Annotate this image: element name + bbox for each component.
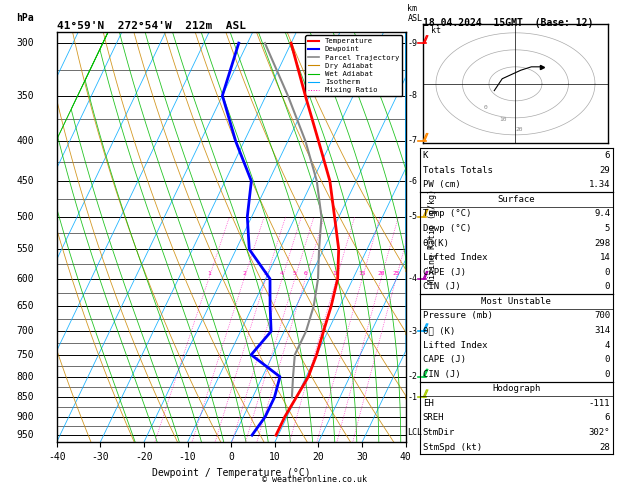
Text: 0: 0 xyxy=(604,282,610,291)
Text: 0: 0 xyxy=(604,268,610,277)
Text: 14: 14 xyxy=(599,253,610,262)
Text: 5: 5 xyxy=(293,271,297,277)
Text: Mixing Ratio (g/kg): Mixing Ratio (g/kg) xyxy=(428,190,437,284)
Text: 28: 28 xyxy=(599,443,610,451)
X-axis label: Dewpoint / Temperature (°C): Dewpoint / Temperature (°C) xyxy=(152,468,311,478)
Text: LCL: LCL xyxy=(408,428,423,437)
Text: 20: 20 xyxy=(516,127,523,133)
Text: 750: 750 xyxy=(16,350,34,360)
Text: -2: -2 xyxy=(408,372,418,381)
Text: Surface: Surface xyxy=(498,195,535,204)
Text: 1.34: 1.34 xyxy=(589,180,610,189)
Text: K: K xyxy=(423,151,428,160)
Text: -4: -4 xyxy=(408,275,418,283)
Text: -7: -7 xyxy=(408,137,418,145)
Text: CIN (J): CIN (J) xyxy=(423,282,460,291)
Text: Totals Totals: Totals Totals xyxy=(423,166,493,174)
Text: 650: 650 xyxy=(16,301,34,311)
Text: Lifted Index: Lifted Index xyxy=(423,253,487,262)
Text: Lifted Index: Lifted Index xyxy=(423,341,487,349)
Text: CAPE (J): CAPE (J) xyxy=(423,355,465,364)
Text: 4: 4 xyxy=(604,341,610,349)
Text: Temp (°C): Temp (°C) xyxy=(423,209,471,218)
Text: 302°: 302° xyxy=(589,428,610,437)
Text: 10: 10 xyxy=(499,117,507,122)
Text: 29: 29 xyxy=(599,166,610,174)
Text: 5: 5 xyxy=(604,224,610,233)
Text: 10: 10 xyxy=(333,271,340,277)
Text: CAPE (J): CAPE (J) xyxy=(423,268,465,277)
Text: 550: 550 xyxy=(16,244,34,254)
Text: hPa: hPa xyxy=(16,14,34,23)
Text: 2: 2 xyxy=(242,271,246,277)
Text: -3: -3 xyxy=(408,327,418,336)
Text: 1: 1 xyxy=(207,271,211,277)
Text: -8: -8 xyxy=(408,91,418,100)
Text: -5: -5 xyxy=(408,212,418,221)
Text: 500: 500 xyxy=(16,212,34,222)
Text: EH: EH xyxy=(423,399,433,408)
Text: 4: 4 xyxy=(280,271,284,277)
Text: 6: 6 xyxy=(604,151,610,160)
Text: 314: 314 xyxy=(594,326,610,335)
Text: Pressure (mb): Pressure (mb) xyxy=(423,312,493,320)
Text: Hodograph: Hodograph xyxy=(493,384,540,393)
Text: 700: 700 xyxy=(16,326,34,336)
Text: 298: 298 xyxy=(594,239,610,247)
Text: km
ASL: km ASL xyxy=(408,4,423,23)
Text: 25: 25 xyxy=(392,271,400,277)
Text: 400: 400 xyxy=(16,136,34,146)
Text: 9.4: 9.4 xyxy=(594,209,610,218)
Text: 450: 450 xyxy=(16,176,34,186)
Text: 6: 6 xyxy=(604,414,610,422)
Text: 0: 0 xyxy=(484,105,487,110)
Text: © weatheronline.co.uk: © weatheronline.co.uk xyxy=(262,474,367,484)
Legend: Temperature, Dewpoint, Parcel Trajectory, Dry Adiabat, Wet Adiabat, Isotherm, Mi: Temperature, Dewpoint, Parcel Trajectory… xyxy=(305,35,402,96)
Text: 800: 800 xyxy=(16,372,34,382)
Text: Most Unstable: Most Unstable xyxy=(481,297,552,306)
Text: Dewp (°C): Dewp (°C) xyxy=(423,224,471,233)
Text: 20: 20 xyxy=(377,271,385,277)
Text: CIN (J): CIN (J) xyxy=(423,370,460,379)
Text: 18.04.2024  15GMT  (Base: 12): 18.04.2024 15GMT (Base: 12) xyxy=(423,18,593,29)
Text: StmDir: StmDir xyxy=(423,428,455,437)
Text: 15: 15 xyxy=(359,271,366,277)
Text: StmSpd (kt): StmSpd (kt) xyxy=(423,443,482,451)
Text: -9: -9 xyxy=(408,38,418,48)
Text: 3: 3 xyxy=(264,271,268,277)
Text: 0: 0 xyxy=(604,355,610,364)
Text: θᴄ (K): θᴄ (K) xyxy=(423,326,455,335)
Text: 41°59'N  272°54'W  212m  ASL: 41°59'N 272°54'W 212m ASL xyxy=(57,21,245,31)
Text: 900: 900 xyxy=(16,412,34,422)
Text: -1: -1 xyxy=(408,393,418,402)
Text: 350: 350 xyxy=(16,90,34,101)
Text: 600: 600 xyxy=(16,274,34,284)
Text: 6: 6 xyxy=(304,271,308,277)
Text: 0: 0 xyxy=(604,370,610,379)
Text: PW (cm): PW (cm) xyxy=(423,180,460,189)
Text: 850: 850 xyxy=(16,392,34,402)
Text: 700: 700 xyxy=(594,312,610,320)
Text: kt: kt xyxy=(431,26,441,35)
Text: 950: 950 xyxy=(16,430,34,440)
Text: -111: -111 xyxy=(589,399,610,408)
Text: 300: 300 xyxy=(16,38,34,48)
Text: -6: -6 xyxy=(408,176,418,186)
Text: θᴄ(K): θᴄ(K) xyxy=(423,239,450,247)
Text: SREH: SREH xyxy=(423,414,444,422)
